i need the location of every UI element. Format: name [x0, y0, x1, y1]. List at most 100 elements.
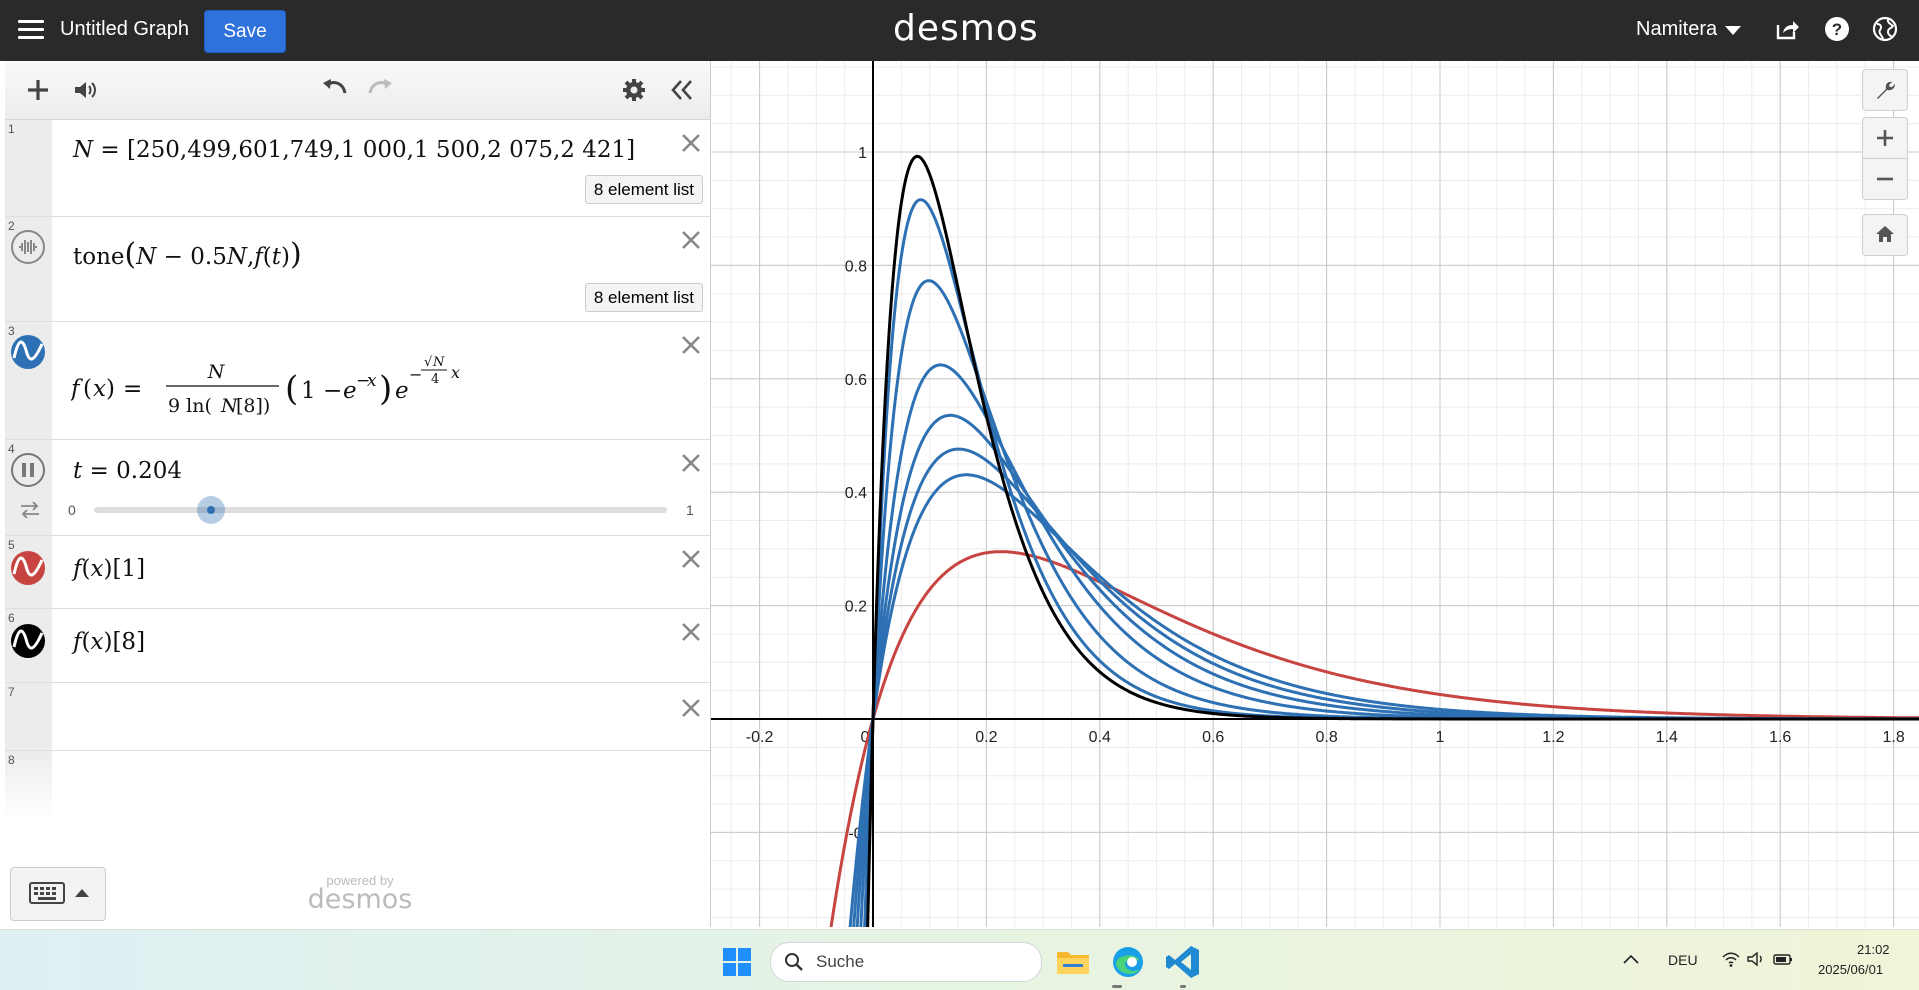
help-icon[interactable]: ? [1824, 16, 1850, 42]
svg-text:f: f [71, 376, 83, 402]
svg-text:x: x [451, 363, 460, 382]
search-placeholder: Suche [816, 952, 865, 971]
svg-text:e: e [395, 378, 409, 404]
svg-text:x: x [367, 371, 377, 391]
expression-math[interactable]: tone(N − 0.5N,f(t)) [73, 237, 302, 272]
expression-panel: 1 N = [250,499,601,749,1 000,1 500,2 075… [5, 61, 711, 927]
graph-color-icon-blue[interactable] [10, 334, 46, 370]
expression-math[interactable]: f(x)[1] [73, 556, 146, 582]
graph-color-icon-red[interactable] [10, 550, 46, 586]
expression-row-2[interactable]: 2 tone(N − 0.5N,f(t)) 8 element list [5, 217, 710, 322]
graph-canvas[interactable]: -0.2 0 0.2 0.4 0.6 0.8 1 1.2 1.4 1.6 1.8 1 0.8 0.6 0.4… [711, 61, 1919, 927]
keyboard-icon [29, 882, 65, 904]
expression-row-6[interactable]: 6 f(x)[8] [5, 609, 710, 683]
windows-start-icon[interactable] [717, 942, 757, 982]
graph-settings-button[interactable] [1862, 69, 1908, 111]
graph-color-icon-black[interactable] [10, 623, 46, 659]
tray-overflow-chevron-icon[interactable] [1623, 954, 1639, 964]
slider-expression[interactable]: t = 0.204 [73, 458, 183, 484]
slider-handle[interactable] [196, 496, 225, 524]
desmos-small-logo: desmos [307, 884, 413, 915]
expression-math[interactable]: f ( x ) = N 9 ln( N [8]) ( 1 − e − x ) e… [71, 344, 491, 428]
y-tick-label: 0.8 [845, 258, 867, 275]
graph-title[interactable]: Untitled Graph [60, 18, 189, 40]
curve-N-2421 [866, 154, 1919, 927]
x-tick-label: -0.2 [746, 729, 774, 746]
expression-row-7[interactable]: 7 [5, 683, 710, 751]
redo-icon[interactable] [365, 75, 395, 105]
svg-text:√: √ [424, 355, 433, 370]
save-button[interactable]: Save [204, 10, 286, 53]
x-tick-label: 1 [1436, 729, 1445, 746]
chevron-down-icon[interactable] [1725, 26, 1741, 35]
powered-by-label: powered by [326, 873, 394, 888]
x-tick-label: 0 [861, 729, 870, 746]
settings-gear-icon[interactable] [619, 75, 649, 105]
expression-row-3[interactable]: 3 f ( x ) = N 9 ln( N [8]) ( 1 − e − x [5, 322, 710, 440]
svg-text:−: − [356, 371, 370, 391]
x-tick-label: 0.8 [1315, 729, 1337, 746]
keyboard-toggle-button[interactable] [10, 867, 106, 921]
edge-browser-icon[interactable] [1108, 942, 1148, 982]
slider-min-label[interactable]: 0 [68, 502, 76, 518]
slider-value[interactable]: 0.204 [116, 458, 183, 484]
svg-text:): ) [379, 369, 392, 409]
delete-expression-icon[interactable] [680, 621, 702, 643]
default-viewport-button[interactable] [1862, 214, 1908, 256]
y-tick-label: 0.6 [845, 372, 867, 389]
menu-icon[interactable] [18, 17, 44, 43]
zoom-out-button[interactable] [1862, 158, 1908, 200]
expression-row-5[interactable]: 5 f(x)[1] [5, 536, 710, 609]
vscode-icon[interactable] [1163, 942, 1203, 982]
minus-icon [1877, 177, 1893, 181]
delete-expression-icon[interactable] [680, 334, 702, 356]
row-number: 1 [8, 122, 15, 136]
slider-max-label[interactable]: 1 [686, 502, 694, 518]
loop-icon[interactable] [19, 500, 41, 520]
row-gutter: 4 [5, 440, 52, 535]
graph-paper[interactable]: -0.2 0 0.2 0.4 0.6 0.8 1 1.2 1.4 1.6 1.8 1 0.8 0.6 0.4… [711, 61, 1919, 927]
expression-row-8[interactable]: 8 [5, 751, 52, 821]
expression-row-4[interactable]: 4 t = 0.204 0 1 [5, 440, 710, 536]
slider-track[interactable] [94, 507, 667, 513]
svg-text:x: x [93, 376, 106, 402]
user-menu[interactable]: Namitera [1636, 18, 1718, 40]
expression-row-1[interactable]: 1 N = [250,499,601,749,1 000,1 500,2 075… [5, 120, 710, 217]
x-tick-label: 1.2 [1542, 729, 1564, 746]
volume-icon[interactable] [1746, 950, 1766, 968]
delete-expression-icon[interactable] [680, 697, 702, 719]
delete-expression-icon[interactable] [680, 548, 702, 570]
expression-math[interactable]: f(x)[8] [73, 629, 146, 655]
language-indicator[interactable]: DEU [1668, 952, 1698, 968]
row-number: 2 [8, 219, 15, 233]
powered-by-desmos[interactable]: powered by desmos [305, 873, 415, 915]
pause-icon[interactable] [10, 452, 46, 488]
globe-icon[interactable] [1872, 16, 1898, 42]
delete-expression-icon[interactable] [680, 229, 702, 251]
add-expression-icon[interactable] [23, 75, 53, 105]
file-explorer-icon[interactable] [1053, 942, 1093, 982]
svg-text:4: 4 [431, 372, 439, 387]
svg-text:(: ( [83, 376, 92, 402]
clock-date[interactable]: 2025/06/01 [1818, 962, 1884, 977]
windows-taskbar: Suche DEU 21:02 2025/06/01 [0, 929, 1919, 990]
wifi-icon[interactable] [1721, 950, 1741, 968]
row-gutter: 2 [5, 217, 52, 321]
share-icon[interactable] [1774, 16, 1800, 42]
sound-wave-icon[interactable] [10, 229, 46, 265]
expression-math[interactable]: N = [250,499,601,749,1 000,1 500,2 075,2… [73, 137, 636, 163]
clock-time[interactable]: 21:02 [1857, 942, 1890, 957]
collapse-panel-icon[interactable] [667, 75, 697, 105]
audio-trace-icon[interactable] [70, 75, 100, 105]
x-tick-label: 1.8 [1882, 729, 1904, 746]
x-tick-label: 1.4 [1656, 729, 1678, 746]
svg-text:(: ( [285, 369, 298, 409]
delete-expression-icon[interactable] [680, 452, 702, 474]
battery-icon[interactable] [1772, 950, 1794, 968]
undo-icon[interactable] [320, 75, 350, 105]
top-bar: Untitled Graph Save desmos Namitera ? [0, 0, 1919, 61]
taskbar-search[interactable]: Suche [770, 942, 1042, 982]
zoom-in-button[interactable] [1862, 117, 1908, 159]
delete-expression-icon[interactable] [680, 132, 702, 154]
svg-text:N: N [207, 361, 226, 383]
